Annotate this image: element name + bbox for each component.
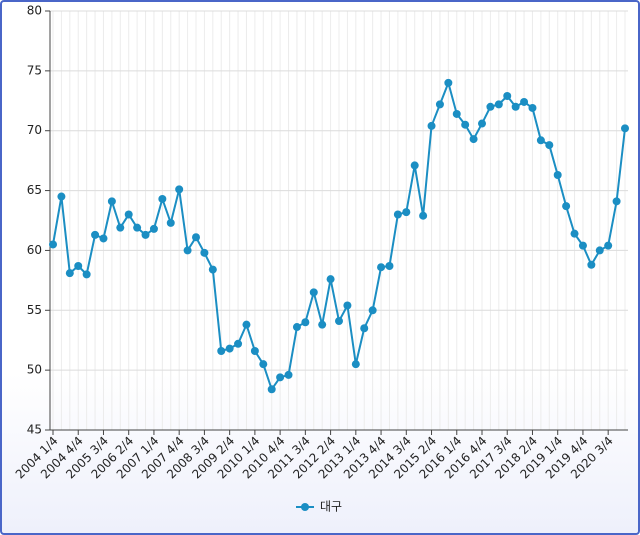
y-tick-label: 50 <box>27 363 42 377</box>
data-point <box>149 224 158 233</box>
y-tick-label: 45 <box>27 423 42 437</box>
data-point <box>133 223 142 232</box>
data-point <box>124 210 133 219</box>
data-point <box>612 197 621 206</box>
data-point <box>435 100 444 109</box>
data-point <box>393 210 402 219</box>
data-point <box>158 194 167 203</box>
data-point <box>242 320 251 329</box>
data-point <box>368 306 377 315</box>
data-point <box>208 265 217 274</box>
data-point <box>461 120 470 129</box>
data-point <box>292 323 301 332</box>
data-point <box>141 230 150 239</box>
data-point <box>595 246 604 255</box>
data-point <box>99 234 108 243</box>
data-point <box>200 248 209 257</box>
data-point <box>250 346 259 355</box>
data-point <box>309 288 318 297</box>
data-point <box>402 208 411 217</box>
data-point <box>234 339 243 348</box>
data-point <box>536 136 545 145</box>
y-tick-label: 80 <box>27 4 42 18</box>
data-point <box>107 197 116 206</box>
data-point <box>276 373 285 382</box>
data-point <box>553 171 562 180</box>
data-point <box>444 78 453 87</box>
data-point <box>578 241 587 250</box>
data-point <box>116 223 125 232</box>
y-tick-label: 55 <box>27 303 42 317</box>
data-point <box>528 103 537 112</box>
data-point <box>267 385 276 394</box>
data-point <box>49 240 57 249</box>
data-point <box>166 218 175 227</box>
legend-label: 대구 <box>320 500 342 514</box>
data-point <box>452 109 461 118</box>
data-point <box>511 102 520 111</box>
data-point <box>494 100 503 109</box>
data-point <box>225 344 234 353</box>
data-point <box>175 185 184 194</box>
data-point <box>385 261 394 270</box>
data-point <box>469 135 478 144</box>
data-point <box>520 97 529 106</box>
data-point <box>570 229 579 238</box>
data-point <box>351 360 360 369</box>
data-point <box>621 124 629 133</box>
data-point <box>318 320 327 329</box>
data-point <box>545 141 554 150</box>
data-point <box>410 161 419 170</box>
data-point <box>377 263 386 272</box>
y-tick-label: 60 <box>27 243 42 257</box>
data-point <box>74 261 83 270</box>
y-tick-label: 65 <box>27 183 42 197</box>
data-point <box>82 270 91 279</box>
data-point <box>335 317 343 326</box>
data-point <box>604 241 613 250</box>
data-point <box>360 324 369 333</box>
data-point <box>326 275 335 284</box>
data-point <box>478 119 486 128</box>
data-point <box>503 91 512 100</box>
data-point <box>91 230 100 239</box>
data-point <box>65 269 74 278</box>
data-point <box>259 360 268 369</box>
data-point <box>183 246 192 255</box>
data-point <box>419 211 428 220</box>
data-point <box>284 370 293 379</box>
data-point <box>192 233 200 242</box>
legend-marker <box>301 503 309 511</box>
y-tick-label: 75 <box>27 63 42 77</box>
data-point <box>427 121 436 130</box>
data-point <box>587 260 596 269</box>
data-point <box>486 102 495 111</box>
data-point <box>217 346 226 355</box>
data-point <box>57 192 66 201</box>
data-point <box>343 301 352 310</box>
data-point <box>301 318 310 327</box>
y-tick-label: 70 <box>27 123 42 137</box>
data-point <box>562 202 571 211</box>
